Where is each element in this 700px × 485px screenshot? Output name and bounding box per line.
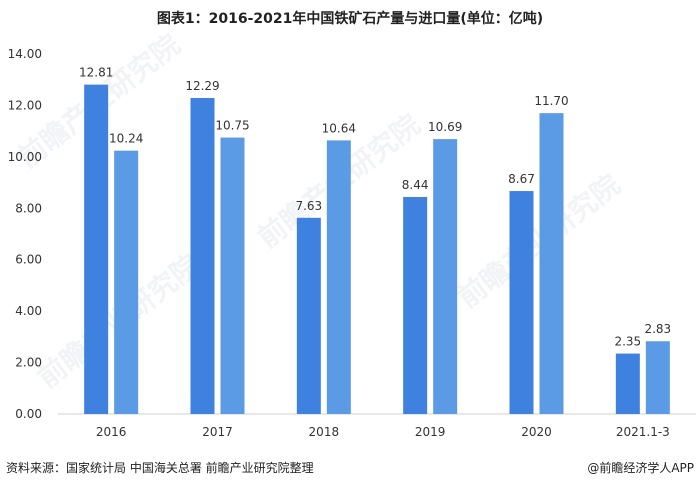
y-tick-label: 14.00 [8, 47, 42, 61]
y-tick-label: 0.00 [15, 407, 42, 421]
data-label: 10.24 [109, 132, 143, 146]
data-label: 12.81 [79, 66, 113, 80]
x-tick-label: 2020 [521, 425, 552, 439]
bar-series2 [220, 137, 245, 415]
y-tick-label: 2.00 [15, 356, 42, 370]
data-label: 8.67 [508, 172, 535, 186]
y-tick-label: 4.00 [15, 304, 42, 318]
y-tick-label: 12.00 [8, 98, 42, 112]
source-note: 资料来源：国家统计局 中国海关总署 前瞻产业研究院整理 [6, 461, 314, 475]
bar-series1 [403, 196, 428, 414]
bar-series2 [114, 150, 139, 414]
bar-series1 [190, 97, 215, 414]
x-tick-label: 2016 [96, 425, 127, 439]
data-label: 10.64 [322, 121, 356, 135]
bar-series2 [539, 113, 564, 415]
bar-series1 [509, 191, 534, 414]
bar-series1 [615, 353, 640, 414]
data-label: 2.35 [614, 335, 641, 349]
bar-series2 [433, 139, 458, 414]
credit-note: @前瞻经济学人APP [587, 461, 694, 475]
x-tick-label: 2019 [415, 425, 446, 439]
data-label: 10.75 [215, 119, 249, 133]
x-tick-label: 2021.1-3 [616, 425, 670, 439]
bar-series1 [84, 84, 109, 414]
bar-series2 [326, 140, 351, 414]
data-label: 10.69 [428, 120, 462, 134]
data-label: 7.63 [295, 199, 322, 213]
y-tick-label: 10.00 [8, 150, 42, 164]
y-tick-label: 8.00 [15, 201, 42, 215]
x-tick-label: 2018 [309, 425, 340, 439]
bar-series1 [296, 217, 321, 414]
data-label: 2.83 [644, 322, 671, 336]
bar-series2 [645, 341, 670, 414]
data-label: 12.29 [185, 79, 219, 93]
y-tick-label: 6.00 [15, 253, 42, 267]
chart-title: 图表1：2016-2021年中国铁矿石产量与进口量(单位：亿吨) [156, 11, 544, 27]
data-label: 11.70 [534, 94, 568, 108]
x-tick-label: 2017 [202, 425, 233, 439]
data-label: 8.44 [402, 178, 429, 192]
